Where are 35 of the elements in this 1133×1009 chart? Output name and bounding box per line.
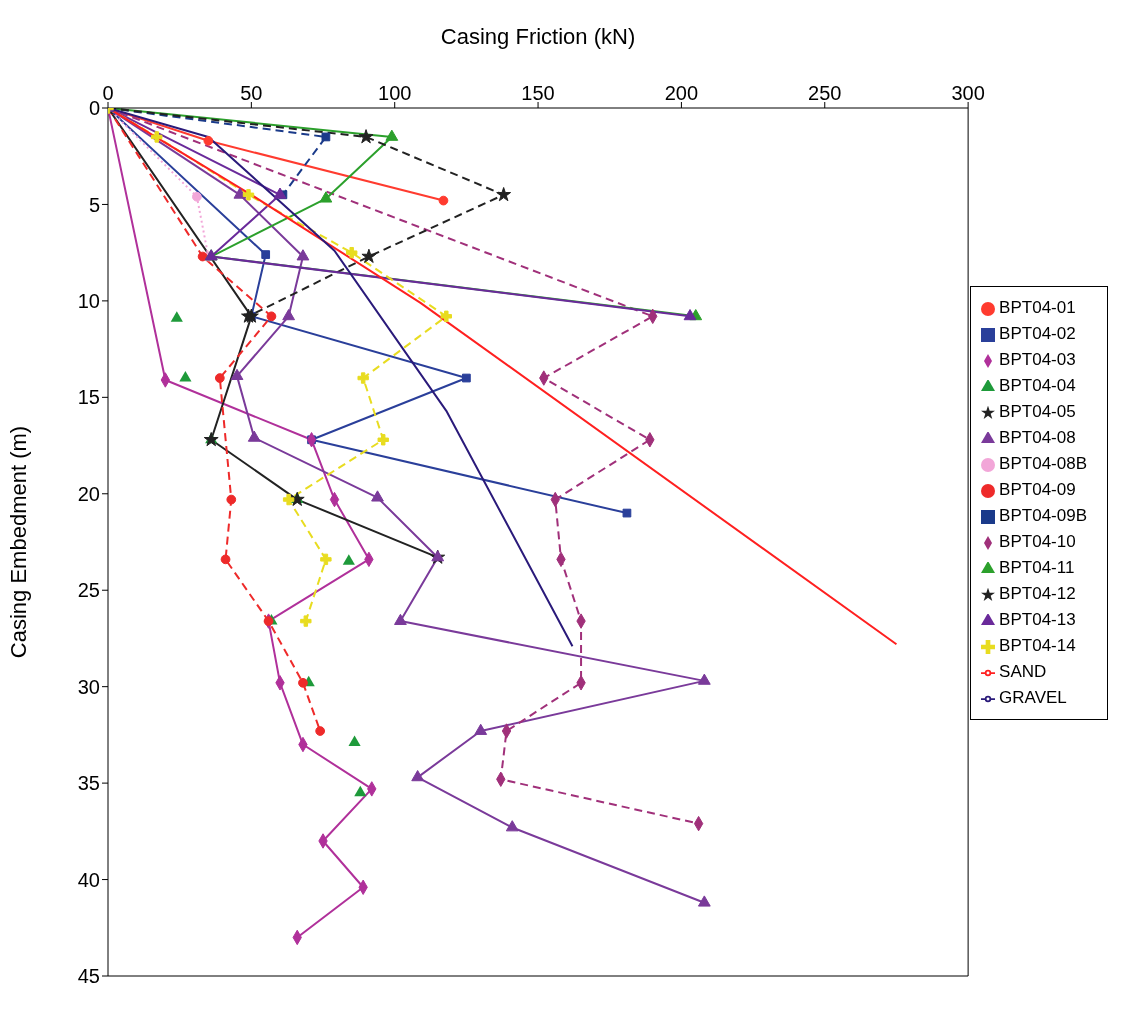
- x-tick-label: 0: [102, 82, 114, 104]
- legend-label: BPT04-01: [999, 298, 1076, 317]
- legend-label: BPT04-12: [999, 584, 1076, 603]
- legend-label: BPT04-03: [999, 350, 1076, 369]
- legend-label: BPT04-08: [999, 428, 1076, 447]
- legend-label: BPT04-04: [999, 376, 1076, 395]
- y-tick-label: 40: [77, 868, 100, 891]
- y-tick-label: 10: [77, 289, 100, 312]
- y-tick-label: 45: [77, 965, 100, 988]
- y-tick-label: 0: [88, 97, 100, 120]
- y-tick-label: 5: [88, 193, 100, 216]
- legend-label: BPT04-08B: [999, 454, 1087, 473]
- y-axis-title: Casing Embedment (m): [5, 425, 31, 659]
- x-tick-label: 300: [951, 82, 985, 104]
- y-tick-label: 20: [77, 482, 100, 505]
- legend-label: BPT04-14: [999, 636, 1076, 655]
- y-tick-label: 30: [77, 675, 100, 698]
- x-tick-label: 150: [521, 82, 555, 104]
- y-tick-label: 25: [77, 579, 100, 602]
- x-tick-label: 250: [808, 82, 842, 104]
- legend-label: BPT04-09: [999, 480, 1076, 499]
- y-tick-label: 15: [77, 386, 100, 409]
- x-axis-title: Casing Friction (kN): [440, 23, 636, 49]
- x-tick-label: 100: [378, 82, 412, 104]
- x-tick-label: 50: [240, 82, 263, 104]
- legend-label: BPT04-11: [999, 558, 1075, 577]
- legend-label: BPT04-05: [999, 402, 1076, 421]
- legend-label: BPT04-10: [999, 532, 1076, 551]
- legend-label: BPT04-02: [999, 324, 1076, 343]
- y-tick-label: 35: [77, 772, 100, 795]
- legend-label: GRAVEL: [999, 688, 1067, 707]
- legend-label: BPT04-09B: [999, 506, 1087, 525]
- legend-label: BPT04-13: [999, 610, 1076, 629]
- x-tick-label: 200: [664, 82, 699, 104]
- legend-label: SAND: [999, 662, 1047, 681]
